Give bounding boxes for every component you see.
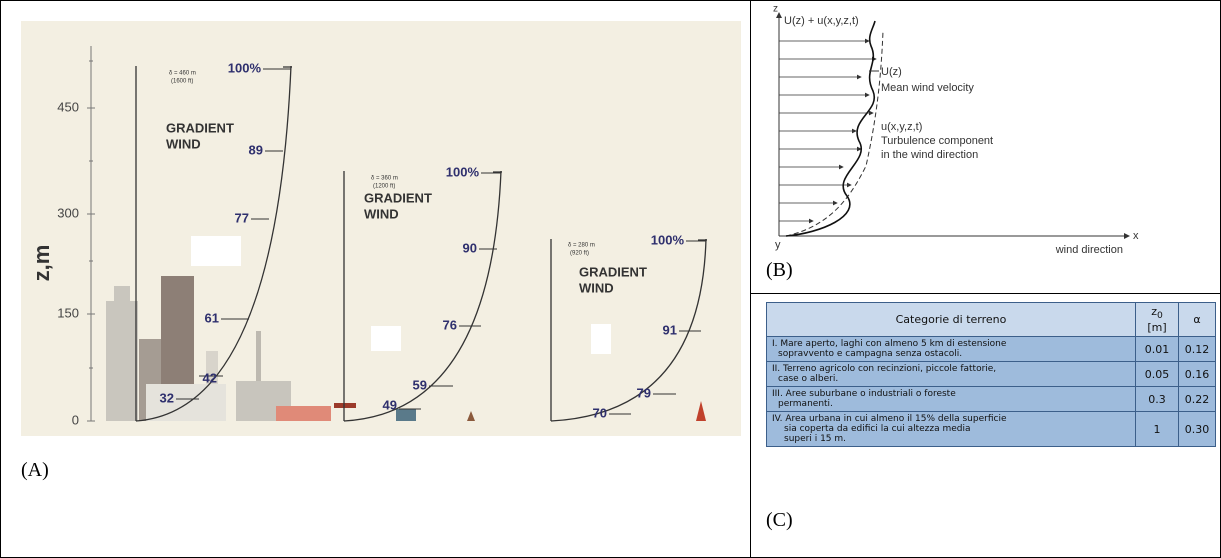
gradient-wind: WIND xyxy=(579,280,614,295)
gradient-wind: WIND xyxy=(364,206,399,221)
table-row: III. Aree suburbane o industriali o fore… xyxy=(767,387,1216,412)
table-row: I. Mare aperto, laghi con almeno 5 km di… xyxy=(767,337,1216,362)
percent-label: 76 xyxy=(443,317,457,332)
value-cell: 0.01 xyxy=(1136,337,1179,362)
delta-label: δ = 360 m xyxy=(371,176,398,182)
gradient-wind: GRADIENT xyxy=(364,190,432,205)
annotation: wind direction xyxy=(1055,244,1123,256)
percent-label: 70 xyxy=(593,405,607,420)
header-subscript: 0 xyxy=(1157,310,1163,321)
value-cell: 0.12 xyxy=(1179,337,1216,362)
percent-label: 32 xyxy=(160,390,174,405)
mean-profile xyxy=(786,31,883,236)
annotation: u(x,y,z,t) xyxy=(881,121,922,133)
panel-label: (C) xyxy=(766,509,793,532)
tick-label: 300 xyxy=(57,205,79,220)
panel-a-diagram: 450 300 150 0 z,m xyxy=(1,1,750,557)
profile-label: U(z) + u(x,y,z,t) xyxy=(784,15,859,27)
category-line: III. Aree suburbane o industriali o fore… xyxy=(772,389,1130,399)
category-line: I. Mare aperto, laghi con almeno 5 km di… xyxy=(772,339,1130,349)
header-cell: z0 [m] xyxy=(1136,303,1179,337)
axis-label: y xyxy=(775,239,781,251)
percent-label: 42 xyxy=(203,370,217,385)
delta-label: (1200 ft) xyxy=(373,184,395,190)
axis-title: z,m xyxy=(29,245,54,282)
divider xyxy=(750,293,1220,294)
percent-label: 90 xyxy=(463,240,477,255)
percent-label: 61 xyxy=(205,310,219,325)
percent-label: 49 xyxy=(383,397,397,412)
value-cell: 1 xyxy=(1136,412,1179,447)
value-cell: 0.05 xyxy=(1136,362,1179,387)
panel-label: (B) xyxy=(766,259,793,282)
panel-b-diagram: z U(z) + u(x,y,z,t) U(z) Mean wind veloc… xyxy=(751,1,1220,293)
velocity-arrows xyxy=(779,41,876,221)
annotation: Turbulence component xyxy=(881,135,993,147)
instant-profile xyxy=(786,21,875,236)
delta-label: δ = 280 m xyxy=(568,243,595,249)
annotation: Mean wind velocity xyxy=(881,82,974,94)
category-line: sopravvento e campagna senza ostacoli. xyxy=(772,349,1130,359)
tick-label: 0 xyxy=(72,412,79,427)
delta-label: (920 ft) xyxy=(570,251,589,257)
value-cell: 0.30 xyxy=(1179,412,1216,447)
terrain-table: Categorie di terreno z0 [m] α I. Mare ap… xyxy=(766,302,1216,447)
panel-label: (A) xyxy=(21,459,49,482)
category-line: permanenti. xyxy=(772,399,1130,409)
tick-label: 450 xyxy=(57,99,79,114)
annotation: U(z) xyxy=(881,66,902,78)
percent-label: 100% xyxy=(651,232,685,247)
axis-label: x xyxy=(1133,230,1139,242)
percent-label: 100% xyxy=(446,164,480,179)
category-cell: III. Aree suburbane o industriali o fore… xyxy=(767,387,1136,412)
category-cell: I. Mare aperto, laghi con almeno 5 km di… xyxy=(767,337,1136,362)
figure: 450 300 150 0 z,m xyxy=(0,0,1221,558)
percent-label: 91 xyxy=(663,322,677,337)
value-cell: 0.16 xyxy=(1179,362,1216,387)
category-line: II. Terreno agricolo con recinzioni, pic… xyxy=(772,364,1130,374)
category-line: IV. Area urbana in cui almeno il 15% del… xyxy=(772,414,1130,424)
value-cell: 0.22 xyxy=(1179,387,1216,412)
category-cell: IV. Area urbana in cui almeno il 15% del… xyxy=(767,412,1136,447)
header-unit: [m] xyxy=(1147,321,1166,334)
category-line: superi i 15 m. xyxy=(772,434,1130,444)
percent-label: 77 xyxy=(235,210,249,225)
tick-label: 150 xyxy=(57,305,79,320)
value-cell: 0.3 xyxy=(1136,387,1179,412)
table-row: IV. Area urbana in cui almeno il 15% del… xyxy=(767,412,1216,447)
percent-label: 89 xyxy=(249,142,263,157)
table-row: II. Terreno agricolo con recinzioni, pic… xyxy=(767,362,1216,387)
percent-label: 100% xyxy=(228,60,262,75)
axis-label: z xyxy=(773,4,778,15)
percent-label: 79 xyxy=(637,385,651,400)
percent-label: 59 xyxy=(413,377,427,392)
gradient-wind: GRADIENT xyxy=(579,264,647,279)
category-line: sia coperta da edifici la cui altezza me… xyxy=(772,424,1130,434)
category-cell: II. Terreno agricolo con recinzioni, pic… xyxy=(767,362,1136,387)
delta-label: (1600 ft) xyxy=(171,79,193,85)
gradient-wind: WIND xyxy=(166,136,201,151)
delta-label: δ = 460 m xyxy=(169,71,196,77)
header-cell: α xyxy=(1179,303,1216,337)
annotation: in the wind direction xyxy=(881,149,978,161)
header-cell: Categorie di terreno xyxy=(767,303,1136,337)
gradient-wind: GRADIENT xyxy=(166,120,234,135)
category-line: case o alberi. xyxy=(772,374,1130,384)
